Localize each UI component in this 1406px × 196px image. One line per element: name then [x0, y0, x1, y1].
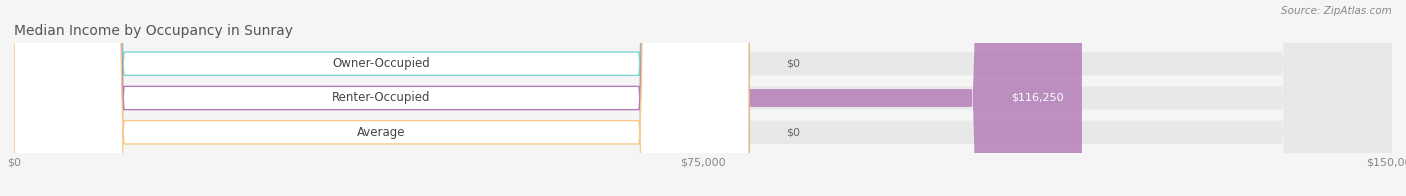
Text: Source: ZipAtlas.com: Source: ZipAtlas.com: [1281, 6, 1392, 16]
FancyBboxPatch shape: [14, 0, 749, 196]
FancyBboxPatch shape: [14, 0, 1392, 196]
Text: Median Income by Occupancy in Sunray: Median Income by Occupancy in Sunray: [14, 24, 292, 38]
Text: Renter-Occupied: Renter-Occupied: [332, 92, 430, 104]
Text: $0: $0: [786, 127, 800, 137]
FancyBboxPatch shape: [14, 0, 749, 196]
FancyBboxPatch shape: [14, 0, 1392, 196]
Text: $116,250: $116,250: [1011, 93, 1063, 103]
FancyBboxPatch shape: [14, 0, 749, 196]
Text: Average: Average: [357, 126, 406, 139]
FancyBboxPatch shape: [14, 0, 65, 196]
FancyBboxPatch shape: [14, 0, 1392, 196]
Text: $0: $0: [786, 59, 800, 69]
FancyBboxPatch shape: [14, 0, 1083, 196]
FancyBboxPatch shape: [14, 0, 65, 196]
Text: Owner-Occupied: Owner-Occupied: [333, 57, 430, 70]
